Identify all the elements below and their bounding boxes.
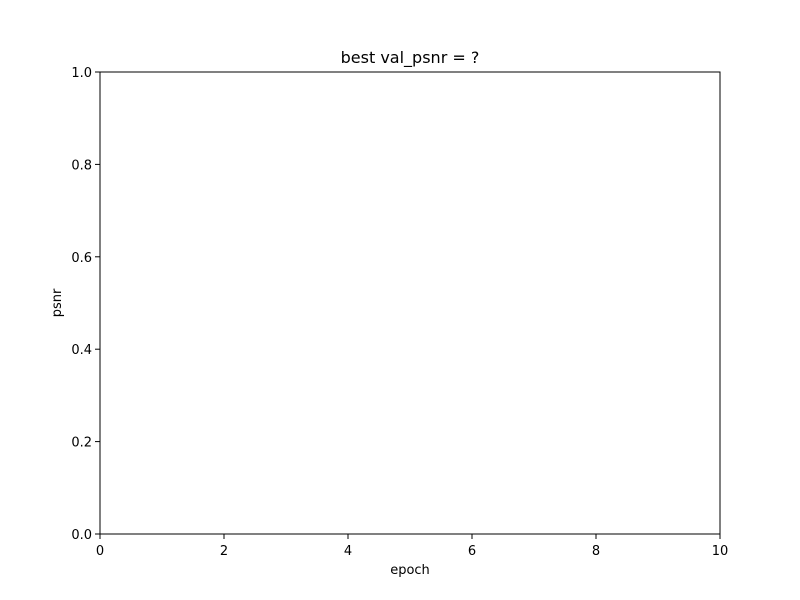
x-tick-label: 6: [468, 544, 476, 559]
x-tick-label: 10: [712, 544, 729, 559]
y-tick-label: 0.6: [71, 251, 92, 266]
x-tick-label: 4: [344, 544, 352, 559]
x-tick-label: 8: [592, 544, 600, 559]
y-axis-ticks: 0.0 0.2 0.4 0.6 0.8 1.0: [71, 66, 100, 543]
x-tick-label: 0: [96, 544, 104, 559]
x-axis-label: epoch: [390, 563, 430, 578]
y-tick-label: 0.8: [71, 158, 92, 173]
plot-frame: [99, 71, 721, 535]
x-tick-label: 2: [220, 544, 228, 559]
y-tick-label: 0.2: [71, 436, 92, 451]
chart-title: best val_psnr = ?: [341, 48, 480, 68]
x-axis-ticks: 0 2 4 6 8 10: [96, 534, 728, 559]
y-tick-label: 0.4: [71, 343, 92, 358]
y-axis-label: psnr: [50, 288, 65, 317]
y-tick-label: 1.0: [71, 66, 92, 81]
y-tick-label: 0.0: [71, 528, 92, 543]
